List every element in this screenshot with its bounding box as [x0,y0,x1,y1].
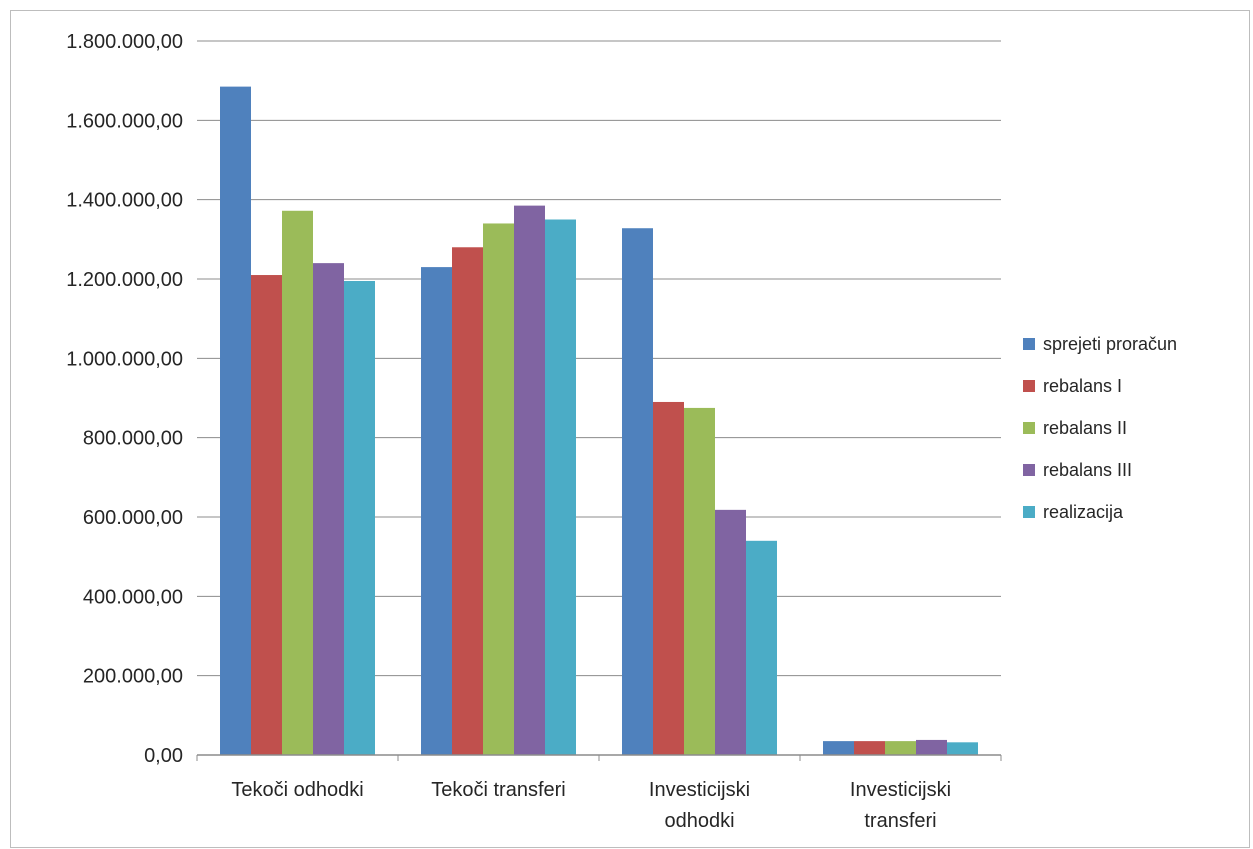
legend-swatch [1023,422,1035,434]
bar [947,742,978,755]
legend-item: rebalans III [1023,460,1132,480]
legend: sprejeti proračun rebalans I rebalans II re… [1023,334,1177,522]
x-axis [196,754,1002,761]
x-axis-categories: Tekoči odhodki Tekoči transferi Investicij… [231,779,951,832]
bar-chart: 0,00 200.000,00 400.000,00 600.000,00 800.00… [66,31,1177,832]
legend-label: sprejeti proračun [1043,334,1177,354]
legend-swatch [1023,506,1035,518]
y-tick-label: 1.600.000,00 [66,110,183,132]
x-category-label: Tekoči transferi [431,779,566,801]
legend-label: rebalans II [1043,418,1127,438]
legend-label: realizacija [1043,502,1124,522]
bar [746,540,777,755]
y-tick-label: 600.000,00 [83,507,183,529]
legend-swatch [1023,338,1035,350]
legend-label: rebalans I [1043,376,1122,396]
y-axis-ticks: 0,00 200.000,00 400.000,00 600.000,00 800.00… [66,31,183,767]
bar [514,205,545,755]
bar [715,509,746,755]
y-tick-label: 400.000,00 [83,586,183,608]
bar [344,280,375,755]
x-category-label: Investicijski odhodki [649,779,750,832]
bars [220,86,978,756]
y-tick-label: 1.200.000,00 [66,269,183,291]
y-tick-label: 1.400.000,00 [66,190,183,212]
legend-swatch [1023,464,1035,476]
bar [282,210,313,756]
bar [545,219,576,755]
bar [823,741,854,755]
legend-item: rebalans II [1023,418,1127,438]
bar [452,247,483,755]
bar [483,223,514,755]
legend-item: rebalans I [1023,376,1122,396]
legend-item: realizacija [1023,502,1124,522]
y-tick-label: 1.000.000,00 [66,348,183,370]
bar [916,739,947,755]
bar [220,86,251,755]
x-category-label: Investicijski transferi [850,779,951,832]
y-tick-label: 0,00 [144,745,183,767]
bar [854,741,885,755]
bar [653,401,684,755]
bar [684,407,715,755]
bar [251,275,282,755]
bar [313,263,344,755]
x-category-label: Tekoči odhodki [231,779,363,801]
legend-swatch [1023,380,1035,392]
bar [622,228,653,755]
bar [421,267,452,755]
y-tick-label: 200.000,00 [83,666,183,688]
y-tick-label: 1.800.000,00 [66,31,183,53]
y-tick-label: 800.000,00 [83,428,183,450]
chart-frame: 0,00 200.000,00 400.000,00 600.000,00 800.00… [10,10,1250,848]
bar [885,741,916,755]
legend-label: rebalans III [1043,460,1132,480]
legend-item: sprejeti proračun [1023,334,1177,354]
